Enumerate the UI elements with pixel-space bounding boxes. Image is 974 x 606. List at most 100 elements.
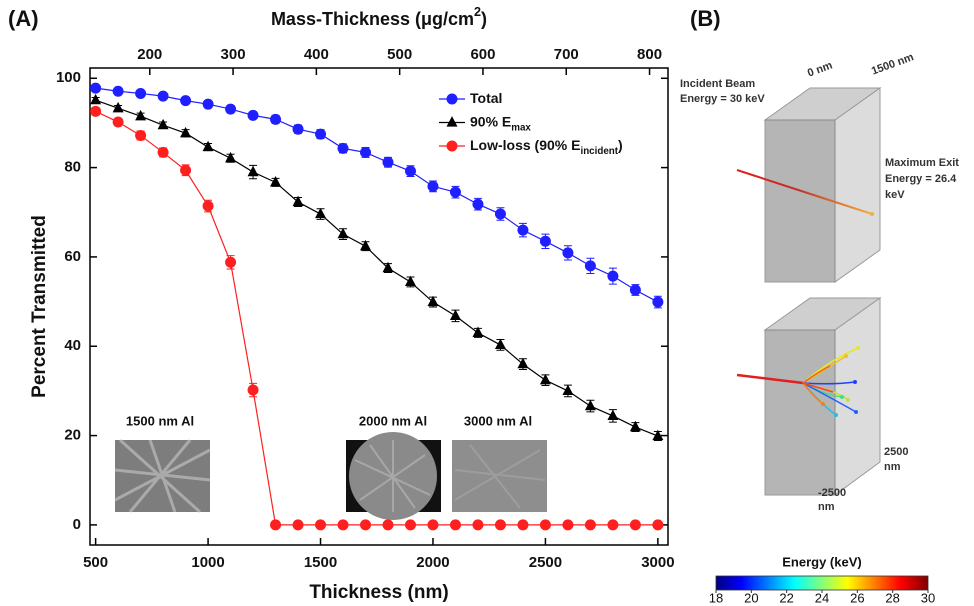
marker — [90, 82, 102, 94]
marker — [180, 95, 192, 107]
marker — [112, 101, 124, 113]
marker — [472, 198, 484, 210]
y-axis-title: Percent Transmitted — [29, 215, 50, 398]
marker — [112, 116, 124, 128]
plot-frame — [89, 67, 669, 546]
marker — [652, 519, 664, 531]
marker — [562, 247, 574, 259]
colorbar-tick-label: 18 — [709, 590, 723, 605]
diagram: Incident Beam Energy = 30 keV 0 nm 1500 … — [680, 51, 959, 591]
text-part: 2 — [474, 5, 481, 19]
marker — [112, 85, 124, 97]
x2-axis-title: Mass-Thickness (μg/cm2) — [271, 5, 487, 28]
colorbar — [715, 575, 929, 591]
marker — [427, 519, 439, 531]
marker — [584, 399, 596, 411]
marker — [180, 164, 192, 176]
marker — [180, 126, 192, 138]
marker — [247, 165, 259, 177]
marker — [270, 519, 282, 531]
legend-marker — [446, 93, 458, 105]
inset-pattern — [354, 440, 431, 512]
x2-tick-label: 800 — [637, 46, 662, 63]
legend-label: Low-loss (90% Eincident) — [470, 137, 623, 157]
inset-image — [452, 440, 547, 512]
legend-marker — [446, 116, 458, 127]
inset-label: 3000 nm Al — [464, 413, 532, 428]
x-tick-label: 3000 — [641, 554, 674, 571]
marker — [629, 420, 641, 432]
marker — [135, 109, 147, 121]
lateral-label: nm — [818, 501, 835, 513]
marker — [629, 284, 641, 296]
exit-label: Maximum Exit — [885, 157, 959, 169]
y-tick-label: 20 — [64, 427, 81, 444]
marker — [225, 103, 237, 115]
x2-tick-label: 600 — [470, 46, 495, 63]
y-tick-label: 40 — [64, 337, 81, 354]
colorbar-tick-label: 28 — [885, 590, 899, 605]
marker — [404, 275, 416, 287]
inset-pattern — [114, 438, 211, 514]
marker — [270, 113, 282, 125]
series-line — [95, 87, 659, 303]
marker — [382, 156, 394, 168]
marker — [157, 146, 169, 158]
marker — [225, 151, 237, 163]
marker — [494, 208, 506, 220]
legend-marker — [446, 140, 458, 152]
marker — [427, 295, 439, 307]
marker — [607, 519, 619, 531]
beam — [736, 169, 873, 215]
marker — [652, 296, 664, 308]
marker — [652, 429, 664, 441]
marker — [360, 146, 372, 158]
marker — [562, 384, 574, 396]
marker — [472, 519, 484, 531]
marker — [404, 165, 416, 177]
marker — [494, 519, 506, 531]
marker — [539, 373, 551, 385]
marker — [337, 227, 349, 239]
marker — [157, 90, 169, 102]
marker — [449, 309, 461, 321]
depth-label: 1500 nm — [870, 51, 916, 77]
marker — [404, 519, 416, 531]
x-axis-title: Thickness (nm) — [309, 582, 448, 603]
slab-front — [764, 119, 836, 283]
slab-front — [764, 329, 836, 496]
text-part: 90% E — [470, 113, 511, 129]
track-ends — [821, 346, 860, 417]
electron-tracks — [802, 347, 859, 416]
marker — [584, 260, 596, 272]
marker — [607, 409, 619, 421]
marker — [472, 326, 484, 337]
marker — [427, 180, 439, 192]
y-tick-label: 60 — [64, 248, 81, 265]
marker — [315, 207, 327, 219]
marker — [337, 142, 349, 154]
inset-label: 2000 nm Al — [359, 413, 427, 428]
marker — [202, 140, 214, 152]
marker — [202, 200, 214, 212]
exit-point — [870, 212, 874, 216]
beam-label: Incident Beam — [680, 78, 755, 90]
x-tick-label: 2500 — [529, 554, 562, 571]
text-part: ) — [618, 137, 623, 153]
x-tick-label: 1500 — [304, 554, 337, 571]
marker — [629, 519, 641, 531]
inset-images — [114, 432, 547, 520]
marker — [337, 519, 349, 531]
lateral-label: nm — [884, 461, 901, 473]
x-tick-label: 2000 — [416, 554, 449, 571]
marker — [382, 261, 394, 273]
marker — [225, 256, 237, 268]
marker — [382, 519, 394, 531]
marker — [135, 87, 147, 99]
marker — [90, 105, 102, 117]
marker — [584, 519, 596, 531]
marker — [315, 128, 327, 140]
marker — [449, 519, 461, 531]
